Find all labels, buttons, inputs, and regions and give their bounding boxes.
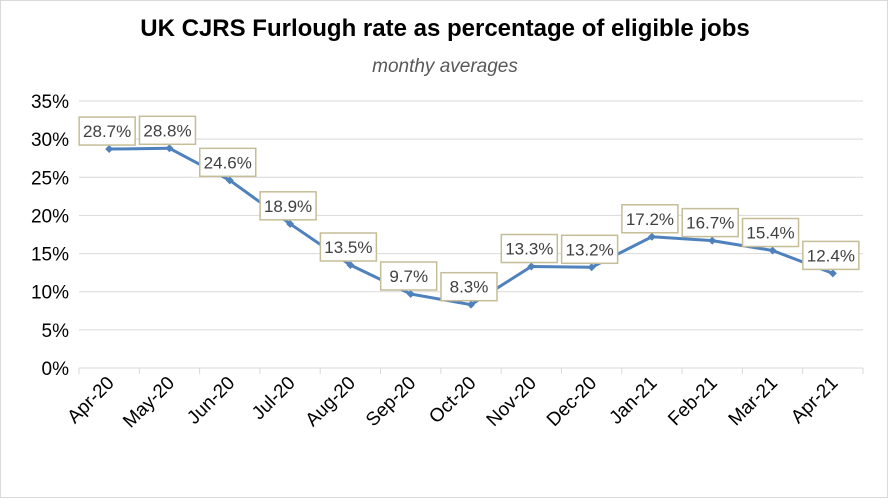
data-label-box (319, 232, 378, 262)
y-tick-label: 15% (31, 245, 69, 266)
chart-title: UK CJRS Furlough rate as percentage of e… (140, 15, 750, 42)
x-tick-label: Apr-20 (64, 373, 119, 428)
x-tick-label: Apr-21 (787, 373, 842, 428)
data-point (828, 269, 837, 278)
data-point (225, 176, 234, 185)
data-label-box (138, 115, 197, 146)
data-point (527, 262, 536, 271)
data-label-box (802, 240, 860, 271)
x-tick-label: Aug-20 (302, 373, 360, 431)
x-tick-label: Sep-20 (362, 373, 420, 431)
y-tick-label: 10% (31, 283, 69, 304)
x-tick-label: May-20 (119, 373, 179, 433)
x-tick-label: Dec-20 (543, 373, 601, 431)
data-label: 28.8% (143, 121, 191, 140)
data-point (165, 144, 174, 153)
y-tick-label: 25% (31, 168, 69, 189)
data-label: 28.7% (83, 122, 131, 141)
data-label: 13.3% (505, 240, 553, 259)
data-label: 9.7% (389, 267, 428, 286)
y-tick-label: 0% (42, 359, 70, 380)
y-tick-label: 5% (42, 321, 70, 342)
data-label: 13.2% (566, 240, 614, 259)
chart-subtitle: monthy averages (372, 56, 518, 77)
data-point (708, 236, 717, 245)
x-tick-label: Feb-21 (664, 373, 721, 430)
data-point (467, 300, 475, 309)
x-tick-label: Jan-21 (606, 373, 662, 429)
data-label: 8.3% (450, 278, 489, 297)
data-point (346, 261, 355, 270)
data-label-box (500, 233, 559, 264)
data-label-box (681, 207, 739, 238)
x-tick-label: Mar-21 (725, 373, 782, 430)
x-tick-label: Jun-20 (183, 373, 239, 429)
data-label: 13.5% (324, 238, 372, 257)
x-tick-label: Oct-20 (425, 373, 480, 428)
y-tick-label: 20% (31, 206, 69, 227)
data-label-box (379, 261, 438, 291)
data-label: 17.2% (626, 210, 674, 229)
data-label-box (440, 271, 498, 302)
data-point (768, 246, 777, 255)
data-label-box (78, 116, 136, 146)
data-point (105, 145, 114, 154)
data-label: 16.7% (686, 214, 734, 233)
data-label-box (560, 234, 619, 265)
data-label: 12.4% (807, 246, 855, 265)
data-label-box (199, 147, 257, 178)
data-point (647, 232, 656, 241)
y-tick-label: 30% (31, 130, 69, 151)
data-point (286, 219, 295, 228)
data-label: 15.4% (746, 224, 794, 243)
data-label-box (741, 217, 800, 248)
x-tick-label: Nov-20 (483, 373, 541, 431)
data-point (406, 290, 415, 299)
data-label-box (259, 191, 317, 221)
y-tick-label: 35% (31, 92, 69, 113)
data-label: 18.9% (264, 197, 312, 216)
data-point (587, 263, 596, 272)
data-label: 24.6% (204, 153, 252, 172)
data-label-box (621, 204, 679, 234)
x-tick-label: Jul-20 (248, 373, 299, 424)
